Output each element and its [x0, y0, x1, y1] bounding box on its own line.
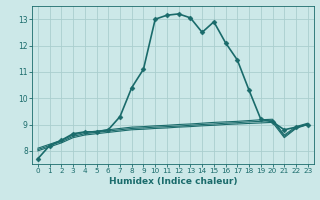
X-axis label: Humidex (Indice chaleur): Humidex (Indice chaleur): [108, 177, 237, 186]
